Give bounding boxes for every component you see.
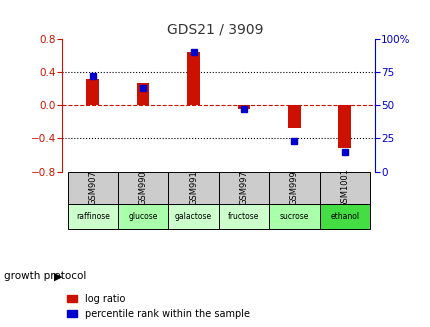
Text: galactose: galactose xyxy=(175,212,212,221)
Bar xyxy=(319,172,369,204)
Bar xyxy=(338,105,350,148)
Bar xyxy=(187,52,200,105)
Text: sucrose: sucrose xyxy=(279,212,308,221)
Bar xyxy=(136,83,149,105)
Bar xyxy=(268,172,319,204)
Text: growth protocol: growth protocol xyxy=(4,271,86,281)
Text: GSM1001: GSM1001 xyxy=(339,168,348,208)
Text: GDS21 / 3909: GDS21 / 3909 xyxy=(167,23,263,37)
Bar xyxy=(218,204,268,229)
Text: GSM999: GSM999 xyxy=(289,170,298,205)
Bar xyxy=(68,172,118,204)
Text: GSM990: GSM990 xyxy=(138,170,147,205)
Bar xyxy=(168,204,218,229)
Bar xyxy=(218,172,268,204)
Bar xyxy=(118,204,168,229)
Text: ▶: ▶ xyxy=(54,271,62,281)
Bar xyxy=(268,204,319,229)
Bar xyxy=(319,204,369,229)
Legend: log ratio, percentile rank within the sample: log ratio, percentile rank within the sa… xyxy=(67,294,249,319)
Text: fructose: fructose xyxy=(228,212,259,221)
Text: GSM907: GSM907 xyxy=(88,170,97,205)
Bar xyxy=(287,105,300,128)
Text: GSM991: GSM991 xyxy=(189,170,197,205)
Bar xyxy=(168,172,218,204)
Bar xyxy=(86,79,99,105)
Text: glucose: glucose xyxy=(128,212,157,221)
Text: GSM997: GSM997 xyxy=(239,170,248,205)
Bar xyxy=(118,172,168,204)
Text: ethanol: ethanol xyxy=(329,212,359,221)
Bar xyxy=(68,204,118,229)
Text: raffinose: raffinose xyxy=(76,212,109,221)
Bar xyxy=(237,105,250,109)
